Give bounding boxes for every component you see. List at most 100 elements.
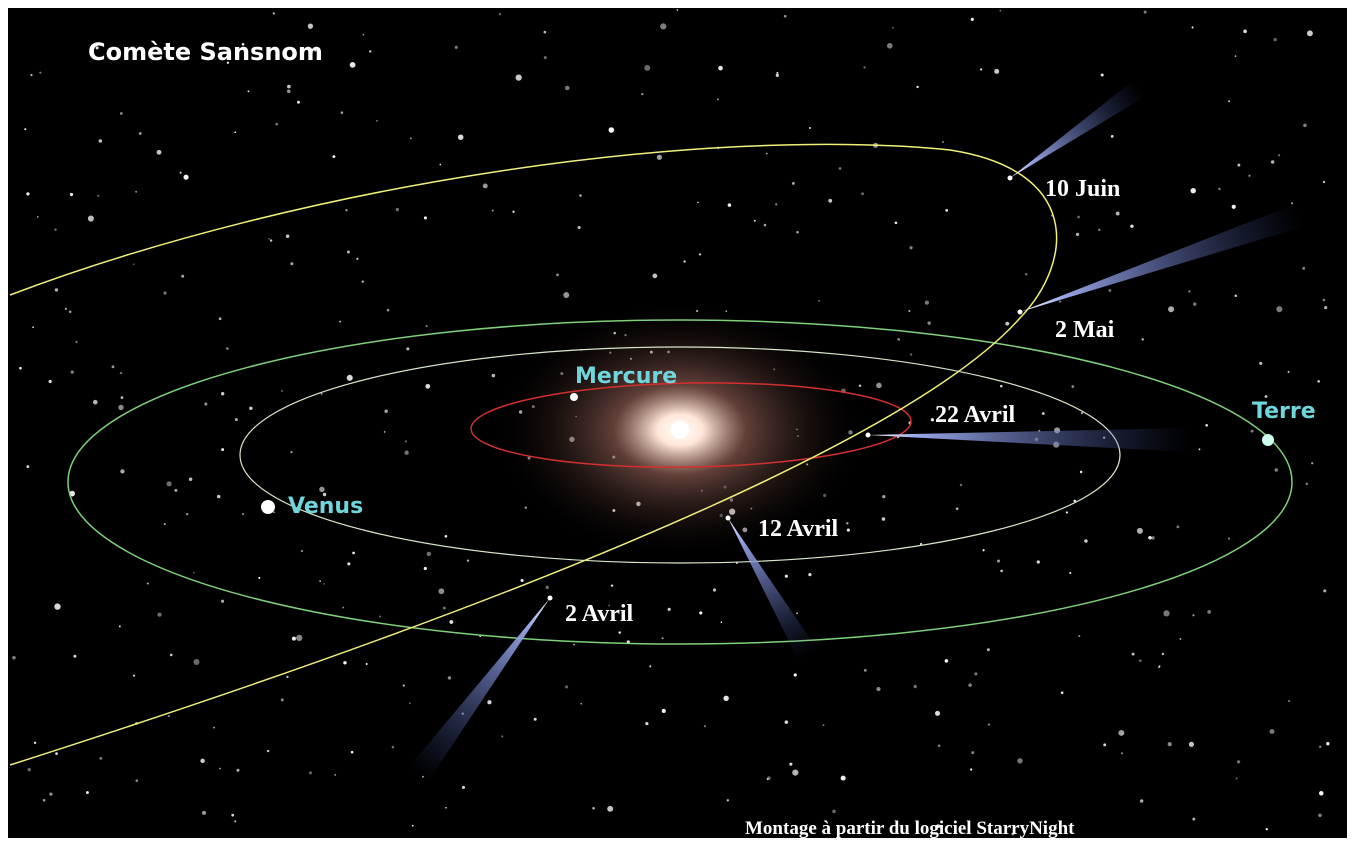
star xyxy=(1205,424,1208,427)
star xyxy=(448,676,451,679)
star xyxy=(546,586,549,589)
star xyxy=(914,685,917,688)
date-label: 22 Avril xyxy=(935,402,1016,428)
star xyxy=(565,685,568,688)
star xyxy=(652,274,657,279)
star xyxy=(971,18,974,21)
star xyxy=(189,477,193,481)
star xyxy=(863,66,865,68)
star xyxy=(1142,338,1144,340)
star xyxy=(839,167,842,170)
star xyxy=(882,495,885,498)
star xyxy=(412,825,414,827)
star xyxy=(1207,610,1211,614)
star xyxy=(1042,412,1045,415)
star xyxy=(657,155,662,160)
star xyxy=(578,226,581,229)
star xyxy=(767,776,771,780)
star xyxy=(449,620,453,624)
star xyxy=(133,675,135,677)
star xyxy=(1324,306,1327,309)
star xyxy=(193,659,199,665)
star xyxy=(193,572,195,574)
star xyxy=(1000,385,1002,387)
star xyxy=(147,583,149,585)
comet-head xyxy=(726,516,731,521)
star xyxy=(1121,752,1123,754)
star xyxy=(859,385,861,387)
star xyxy=(267,750,269,752)
star xyxy=(248,90,250,92)
planet-label: Terre xyxy=(1252,399,1316,424)
comet-head xyxy=(1008,176,1013,181)
star xyxy=(699,253,701,255)
star xyxy=(1326,742,1329,745)
star xyxy=(565,86,570,91)
star xyxy=(785,720,789,724)
star xyxy=(723,696,728,701)
star xyxy=(487,700,491,704)
star xyxy=(73,655,76,658)
star xyxy=(1037,560,1040,563)
star xyxy=(1144,11,1147,14)
star xyxy=(1066,511,1068,513)
star xyxy=(999,10,1001,12)
star xyxy=(467,559,469,561)
star xyxy=(974,672,977,675)
star xyxy=(1180,638,1182,640)
star xyxy=(832,810,835,813)
venus xyxy=(261,500,275,514)
star xyxy=(668,608,671,611)
star xyxy=(287,90,291,94)
star xyxy=(236,769,239,772)
star xyxy=(1251,430,1254,433)
star xyxy=(1218,188,1220,190)
star xyxy=(258,577,260,579)
star xyxy=(1000,570,1003,573)
star xyxy=(1259,362,1262,365)
earth xyxy=(1262,434,1274,446)
star xyxy=(1017,758,1022,763)
star xyxy=(281,390,283,392)
star xyxy=(183,175,188,180)
star xyxy=(1288,371,1290,373)
star xyxy=(1323,181,1325,183)
star xyxy=(70,193,73,196)
star xyxy=(200,759,204,763)
star xyxy=(221,600,224,603)
star xyxy=(204,403,207,406)
star xyxy=(297,101,300,104)
star xyxy=(396,208,399,211)
star xyxy=(1306,483,1309,486)
star xyxy=(980,68,982,70)
star xyxy=(292,637,296,641)
star xyxy=(1237,164,1240,167)
star xyxy=(676,9,678,11)
star xyxy=(721,621,723,623)
star xyxy=(120,372,122,374)
star xyxy=(897,338,900,341)
star xyxy=(462,786,465,789)
star xyxy=(286,676,288,678)
star xyxy=(1189,742,1194,747)
star xyxy=(1132,653,1135,656)
comet-head xyxy=(548,596,553,601)
star xyxy=(409,702,411,704)
star xyxy=(34,742,36,744)
star xyxy=(927,321,930,324)
star xyxy=(1059,300,1061,302)
star xyxy=(754,220,756,222)
star xyxy=(776,74,779,77)
star xyxy=(333,155,336,158)
star xyxy=(649,665,651,667)
star xyxy=(366,663,368,665)
star xyxy=(75,341,77,343)
star xyxy=(351,751,354,754)
star xyxy=(350,62,356,68)
star xyxy=(1025,273,1027,275)
star xyxy=(235,418,238,421)
star xyxy=(458,134,463,139)
sun xyxy=(671,421,689,439)
star xyxy=(1108,289,1111,292)
star xyxy=(1130,225,1133,228)
